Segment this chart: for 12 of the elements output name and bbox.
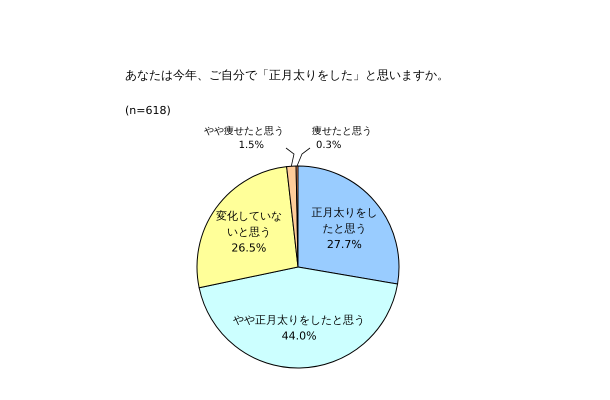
- slice-label: 痩せたと思う: [312, 125, 372, 137]
- slice-label: やや痩せたと思う: [204, 125, 284, 137]
- data-label: 0.3%: [316, 140, 342, 151]
- slice-label: 変化していないと思う: [216, 210, 282, 239]
- text: (n=618): [125, 104, 171, 117]
- slice-label: 正月太りをしたと思う: [311, 206, 378, 235]
- data-label: 44.0%: [282, 330, 317, 343]
- data-label: 26.5%: [231, 242, 266, 255]
- data-label: 1.5%: [238, 140, 264, 151]
- data-label: 27.7%: [326, 238, 362, 251]
- chart-title: あなたは今年、ご自分で「正月太りをした」と思いますか。: [125, 68, 449, 82]
- slice-label: やや正月太りをしたと思う: [233, 314, 366, 327]
